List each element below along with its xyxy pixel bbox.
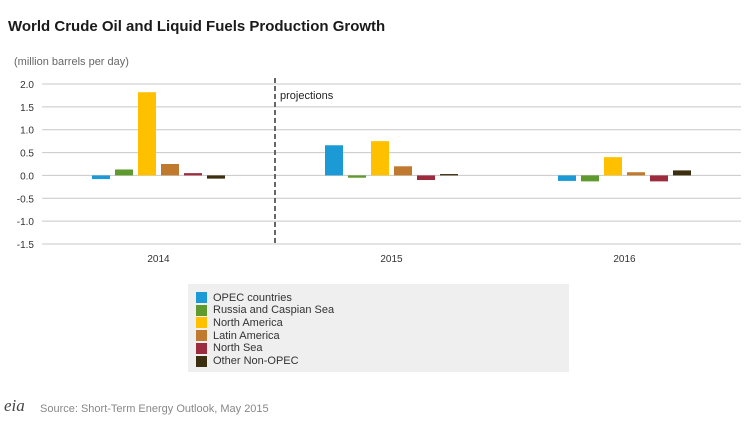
projections-annotation: projections [280, 90, 334, 102]
legend-item: Latin America [196, 329, 280, 342]
eia-logo: eia [4, 396, 34, 418]
legend-label: OPEC countries [213, 291, 292, 304]
legend-item: Other Non-OPEC [196, 355, 299, 368]
bar [348, 175, 366, 178]
legend-swatch [196, 330, 207, 342]
legend-label: Other Non-OPEC [213, 355, 299, 367]
bar [604, 157, 622, 176]
y-tick-label: -1.0 [17, 217, 35, 228]
y-tick-label: -1.5 [17, 240, 35, 251]
chart-legend: OPEC countries Russia and Caspian Sea Nort… [188, 284, 569, 372]
y-tick-label: 0.0 [20, 171, 34, 182]
legend-swatch [196, 304, 207, 316]
legend-label: Latin America [213, 329, 280, 342]
bar [371, 141, 389, 176]
legend-swatch [196, 317, 207, 329]
y-tick-label: 1.5 [20, 103, 34, 114]
x-tick-label: 2014 [147, 254, 170, 265]
bar [417, 175, 435, 180]
bar [184, 173, 202, 176]
legend-swatch [196, 292, 207, 303]
legend-swatch [196, 355, 207, 367]
y-axis-unit-label: (million barrels per day) [14, 56, 129, 68]
y-tick-label: 1.0 [20, 126, 34, 137]
bar [581, 175, 599, 182]
bar [558, 175, 576, 181]
bar [394, 166, 412, 176]
legend-item: OPEC countries [196, 291, 292, 304]
legend-label: North Sea [213, 342, 263, 355]
y-tick-label: 0.5 [20, 149, 34, 160]
legend-swatch [196, 342, 207, 354]
x-tick-label: 2016 [613, 254, 636, 265]
x-tick-label: 2015 [380, 254, 403, 265]
bar [207, 175, 225, 179]
eia-logo-text: eia [4, 396, 25, 415]
bar [650, 175, 668, 182]
y-tick-label: 2.0 [20, 80, 34, 91]
bar [138, 92, 156, 176]
bar [115, 169, 133, 176]
bar [440, 174, 458, 176]
y-tick-label: -0.5 [17, 194, 35, 205]
bar [325, 145, 343, 176]
legend-item: North America [196, 316, 283, 329]
bar [92, 175, 110, 180]
bar [673, 170, 691, 176]
legend-item: Russia and Caspian Sea [196, 304, 334, 317]
legend-label: North America [213, 316, 283, 329]
bar [627, 172, 645, 176]
chart-title: World Crude Oil and Liquid Fuels Product… [8, 18, 386, 35]
bar [161, 164, 179, 176]
source-note: Source: Short-Term Energy Outlook, May 2… [40, 403, 269, 415]
legend-label: Russia and Caspian Sea [213, 304, 335, 317]
legend-item: North Sea [196, 342, 263, 355]
